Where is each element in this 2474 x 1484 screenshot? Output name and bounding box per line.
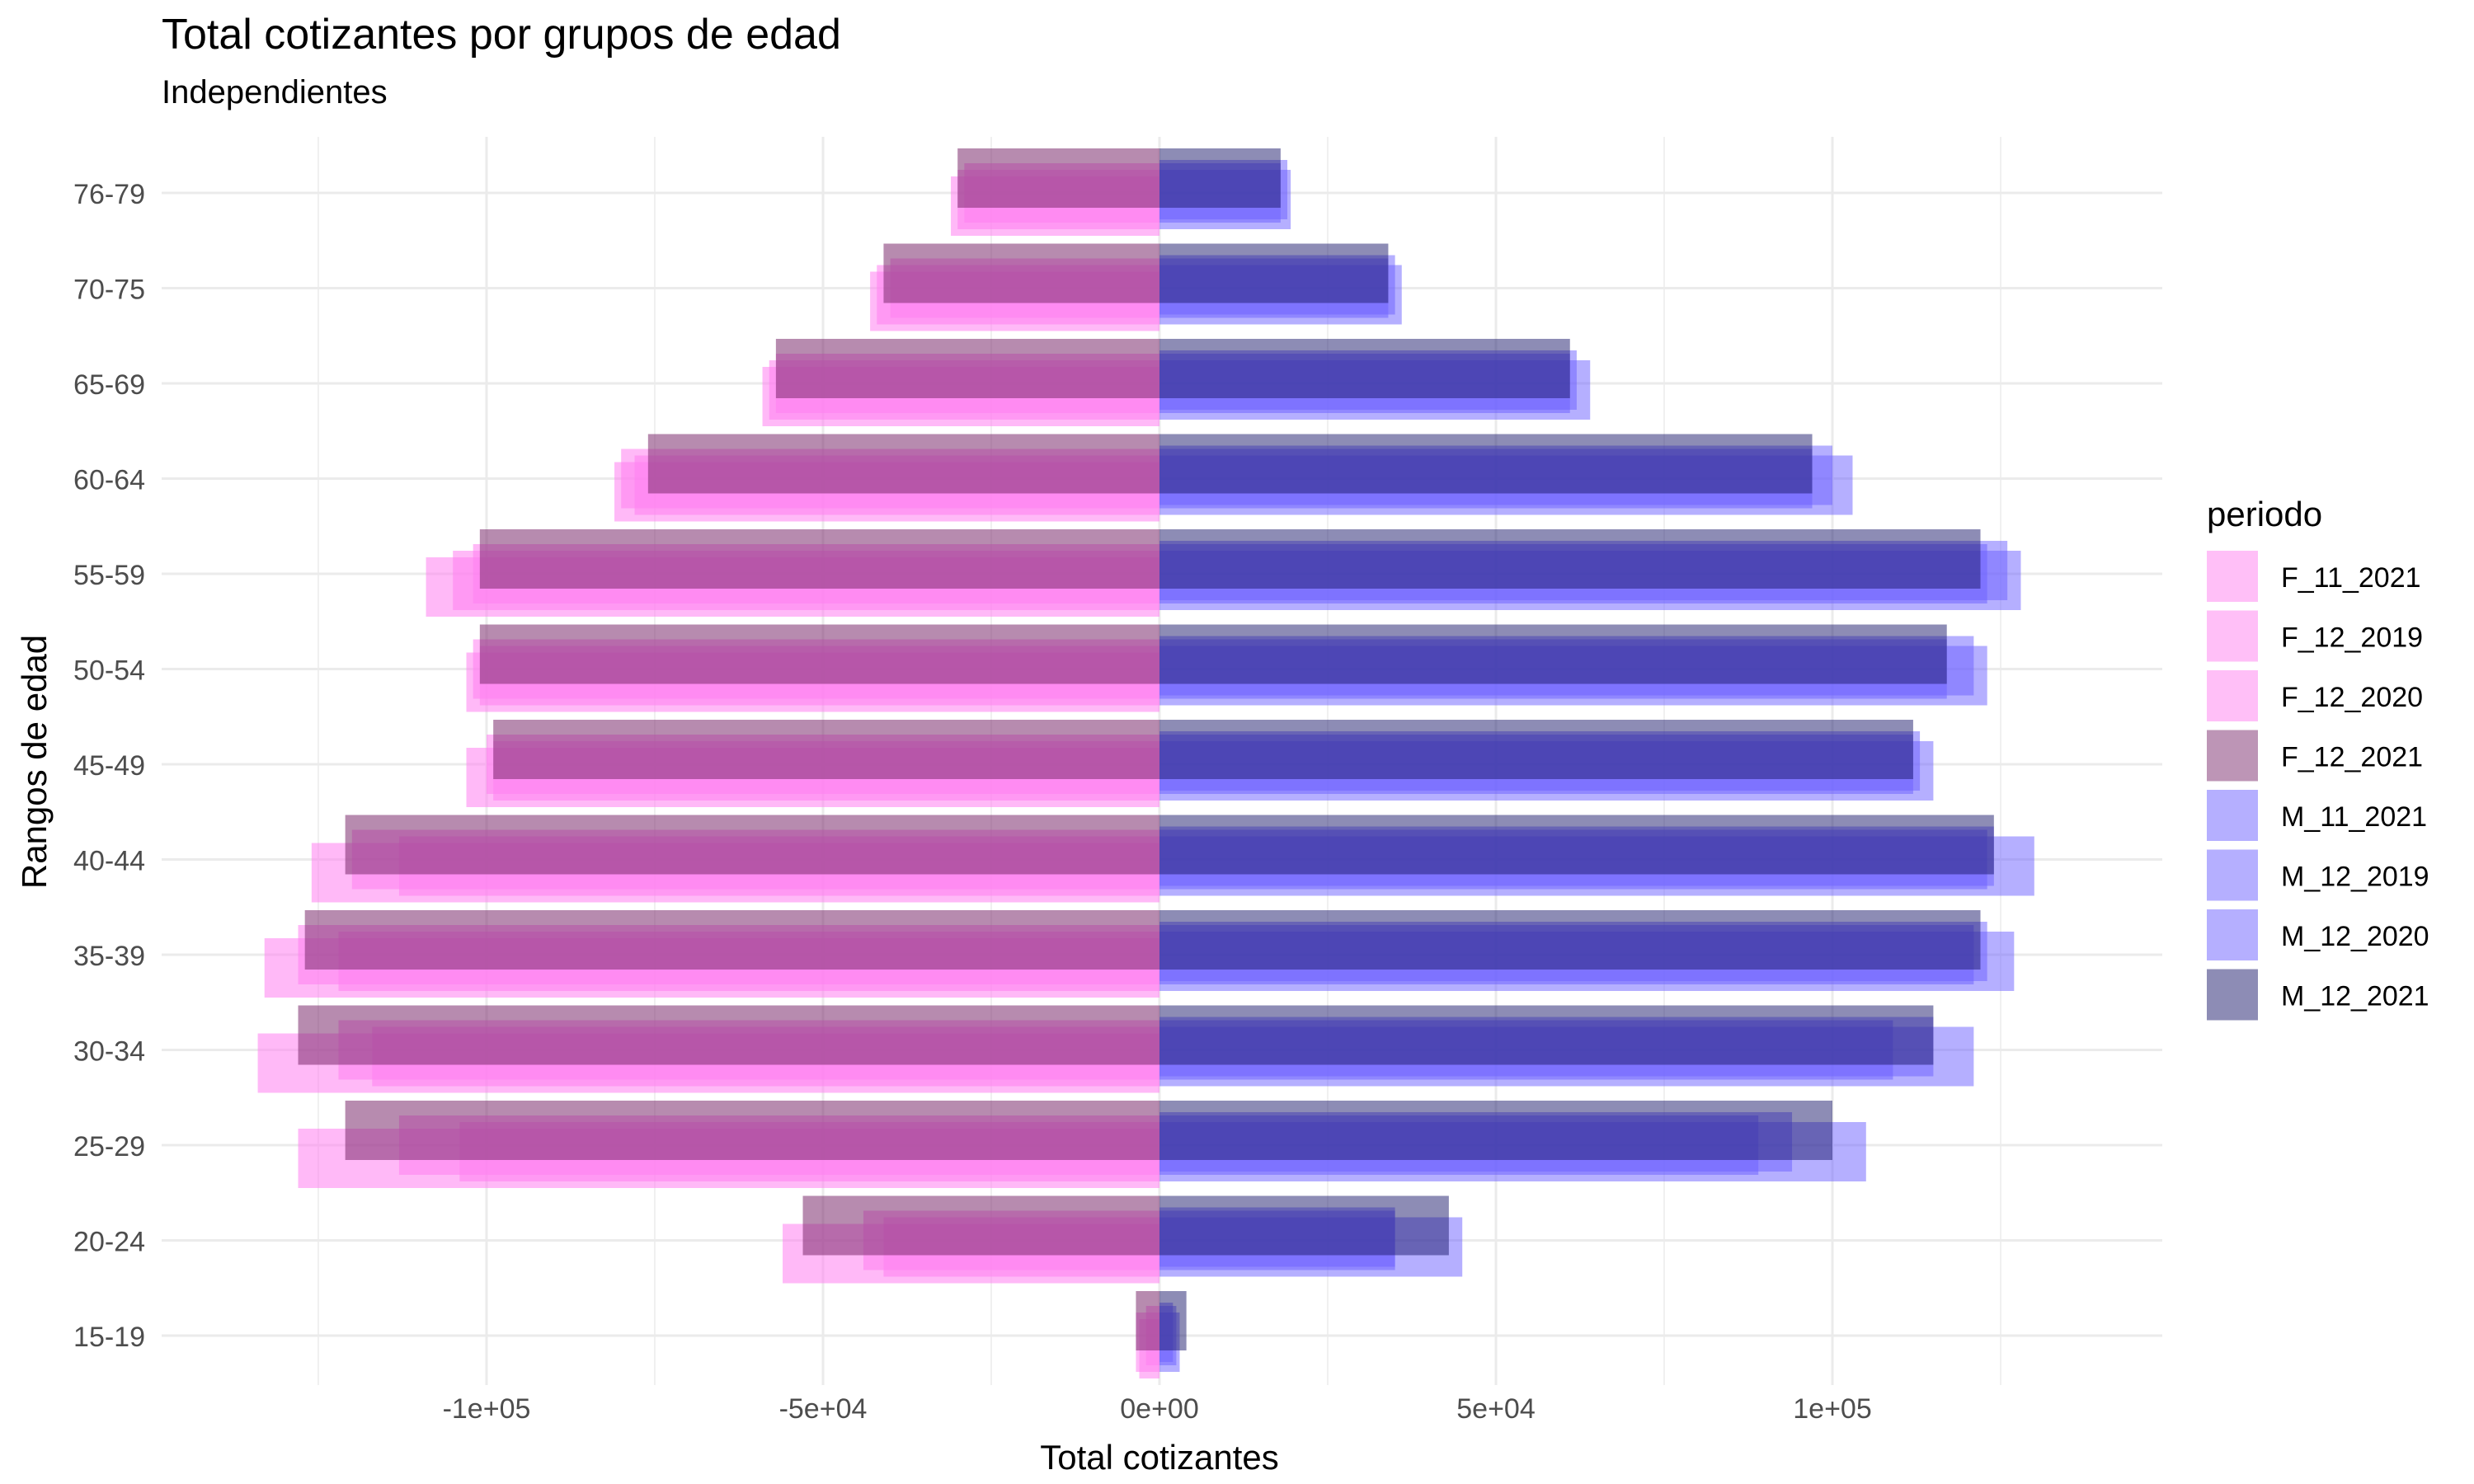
bar-F_12_2021-20-24 [802,1195,1159,1256]
chart-subtitle: Independientes [162,74,388,110]
bar-F_12_2021-60-64 [647,434,1159,494]
chart-title: Total cotizantes por grupos de edad [162,11,841,59]
y-tick-label: 60-64 [73,465,145,496]
bar-F_12_2021-45-49 [493,720,1159,779]
x-tick-label: 1e+05 [1793,1393,1872,1425]
bar-M_12_2021-50-54 [1159,624,1947,684]
bar-M_12_2021-76-79 [1159,148,1281,208]
bar-F_12_2021-40-44 [345,815,1159,875]
legend-label: M_12_2019 [2281,862,2429,893]
legend-key [2207,670,2258,721]
bar-M_12_2021-65-69 [1159,339,1570,398]
bar-M_12_2021-55-59 [1159,529,1981,589]
legend-key [2207,790,2258,841]
bar-F_12_2021-70-75 [883,243,1159,303]
legend-label: M_12_2021 [2281,981,2429,1012]
legend-label: M_12_2020 [2281,921,2429,952]
bar-M_12_2021-25-29 [1159,1101,1832,1160]
legend-label: F_11_2021 [2281,562,2421,594]
bar-F_12_2021-35-39 [304,910,1160,970]
legend-label: F_12_2020 [2281,682,2423,713]
bar-M_12_2021-20-24 [1159,1195,1449,1256]
bar-F_12_2021-55-59 [479,529,1159,589]
y-tick-label: 55-59 [73,560,145,591]
legend-title: periodo [2207,495,2322,533]
y-axis-title: Rangos de edad [15,635,54,889]
legend-key [2207,969,2258,1021]
y-tick-label: 15-19 [73,1322,145,1353]
y-tick-label: 30-34 [73,1036,145,1068]
bar-F_12_2021-50-54 [479,624,1159,684]
legend-label: M_11_2021 [2281,801,2427,833]
legend-key [2207,551,2258,602]
legend-key [2207,909,2258,960]
y-tick-label: 20-24 [73,1227,145,1258]
legend-key [2207,610,2258,662]
x-tick-label: -5e+04 [779,1393,868,1425]
y-tick-label: 25-29 [73,1131,145,1162]
x-axis-title: Total cotizantes [1040,1438,1279,1477]
bar-M_12_2021-45-49 [1159,720,1913,779]
y-tick-label: 70-75 [73,275,145,306]
x-tick-label: 0e+00 [1120,1393,1199,1425]
bar-F_12_2021-65-69 [775,339,1159,398]
bar-M_12_2021-70-75 [1159,243,1389,303]
x-tick-label: 5e+04 [1456,1393,1536,1425]
y-tick-label: 45-49 [73,750,145,782]
legend-label: F_12_2019 [2281,622,2423,654]
bar-F_12_2021-30-34 [298,1005,1159,1065]
bar-M_12_2021-15-19 [1159,1291,1187,1350]
x-tick-label: -1e+05 [443,1393,531,1425]
bar-M_12_2021-35-39 [1159,910,1981,970]
legend-key [2207,730,2258,782]
bar-F_12_2021-15-19 [1136,1291,1159,1350]
y-tick-label: 50-54 [73,655,145,687]
legend-label: F_12_2021 [2281,742,2423,773]
bar-M_12_2021-40-44 [1159,815,1994,875]
y-tick-label: 35-39 [73,941,145,972]
bar-M_12_2021-30-34 [1159,1005,1934,1065]
axis-layer: 15-19 20-24 25-29 30-34 35-39 40-44 45-49 50-54… [15,179,1872,1477]
y-tick-label: 76-79 [73,179,145,210]
bars-layer [257,148,2034,1378]
y-tick-label: 65-69 [73,369,145,401]
bar-F_12_2021-76-79 [957,148,1159,208]
y-tick-label: 40-44 [73,846,145,877]
legend-key [2207,849,2258,901]
legend-layer: periodo F_11_2021 F_12_2019 F_12_2020 F_12_2… [2207,495,2429,1021]
bar-F_12_2021-25-29 [345,1101,1159,1160]
bar-M_12_2021-60-64 [1159,434,1813,494]
